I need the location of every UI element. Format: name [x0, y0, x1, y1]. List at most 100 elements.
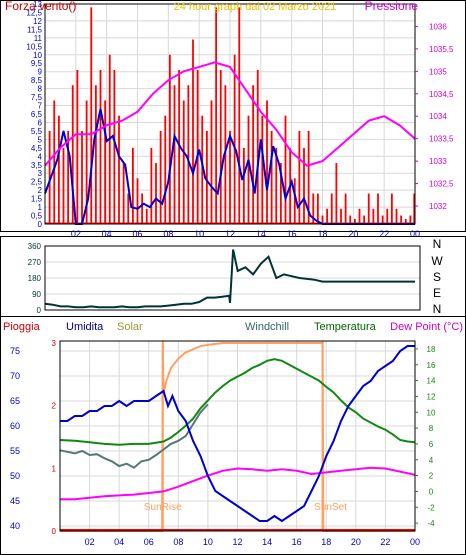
compass-label: E — [433, 286, 441, 300]
legend-rain: Pioggia — [3, 321, 41, 333]
time-tick-label: 12 — [225, 229, 235, 239]
gust-bar — [131, 147, 134, 224]
gust-bar — [344, 193, 347, 224]
gust-bar — [266, 100, 268, 224]
wind-speed-tick-label: 8,5 — [31, 76, 43, 85]
wind-speed-tick-label: 0 — [38, 220, 43, 229]
chart-title: 24 hour graph dal 02 Marzo 2021 — [174, 1, 337, 13]
gust-bar — [293, 178, 296, 224]
wind-speed-axis-label: Forza vento() — [5, 0, 76, 13]
gust-bar — [155, 163, 157, 224]
gust-bar — [377, 193, 379, 224]
gust-bar — [395, 208, 398, 224]
time-tick-label: 10 — [194, 229, 204, 239]
gust-bar — [316, 193, 319, 224]
humidity-tick-label: 65 — [10, 396, 20, 406]
temperature-tick-label: 16 — [427, 361, 436, 370]
wind-speed-tick-label: 9,5 — [31, 59, 43, 68]
gust-bar — [94, 85, 97, 224]
gust-bar — [353, 218, 356, 224]
humidity-tick-label: 40 — [10, 521, 20, 531]
temperature-tick-label: 12 — [427, 392, 436, 401]
gust-bar — [381, 215, 384, 224]
compass-label: W — [431, 254, 443, 268]
gust-bar — [307, 130, 310, 224]
gust-bar — [284, 115, 287, 224]
wind-speed-tick-label: 1,5 — [31, 195, 43, 204]
degree-tick-label: 180 — [28, 274, 42, 283]
degree-tick-label: 90 — [32, 290, 41, 299]
gust-bar — [224, 85, 227, 224]
degree-tick-label: 360 — [28, 242, 42, 251]
gust-bar — [413, 193, 416, 224]
wind-speed-tick-label: 3,5 — [31, 161, 43, 170]
pressure-tick-label: 1036 — [429, 22, 447, 31]
gust-bar — [136, 178, 139, 224]
time-tick-label-bottom: 16 — [292, 537, 302, 547]
time-tick-label: 14 — [256, 229, 266, 239]
gust-bar — [173, 85, 176, 224]
time-tick-label: 02 — [71, 229, 81, 239]
pressure-tick-label: 1033 — [429, 157, 447, 166]
gust-bar — [145, 208, 148, 224]
wind-speed-tick-label: 8 — [38, 85, 43, 94]
wind-speed-tick-label: 10,5 — [26, 42, 42, 51]
gust-bar — [367, 193, 370, 224]
gust-bar — [168, 54, 171, 225]
wind-speed-tick-label: 7 — [38, 102, 43, 111]
gust-bar — [150, 147, 153, 224]
time-tick-label: 18 — [317, 229, 327, 239]
wind-speed-tick-label: 1 — [38, 203, 43, 212]
humidity-tick-label: 50 — [10, 471, 20, 481]
gust-bar — [76, 70, 79, 224]
time-tick-label-bottom: 10 — [203, 537, 213, 547]
time-tick-label: 20 — [348, 229, 358, 239]
wind-speed-tick-label: 6,5 — [31, 110, 43, 119]
temperature-axis-ticks: -4 -2 0 2 4 6 8 10 12 14 16 18 — [415, 345, 436, 528]
time-tick-label-bottom: 06 — [144, 537, 154, 547]
gust-bar — [242, 147, 245, 224]
gust-bar — [99, 70, 102, 224]
temperature-tick-label: 6 — [429, 440, 434, 449]
degree-tick-label: 0 — [37, 306, 42, 315]
gust-bar — [219, 70, 222, 224]
gust-bar — [330, 193, 333, 224]
pressure-tick-label: 1035 — [429, 67, 447, 76]
gust-bar — [335, 163, 338, 224]
wind-speed-tick-label: 12,5 — [26, 8, 42, 17]
compass-label: N — [433, 302, 442, 316]
degree-tick-label: 270 — [28, 258, 42, 267]
wind-pressure-frame — [0, 0, 466, 232]
gust-bar — [90, 7, 93, 225]
wind-speed-tick-label: 5,5 — [31, 127, 43, 136]
time-tick-label-bottom: 02 — [85, 537, 95, 547]
temperature-tick-label: 10 — [427, 408, 436, 417]
pressure-tick-label: 1033,5 — [429, 135, 454, 144]
time-tick-label-bottom: 14 — [262, 537, 272, 547]
gust-bar — [298, 130, 301, 224]
gust-bar — [122, 163, 125, 224]
pressure-axis-label: Pressione — [365, 0, 419, 13]
wind-speed-tick-label: 4,5 — [31, 144, 43, 153]
wind-speed-tick-label: 0,5 — [31, 212, 43, 221]
time-tick-label-bottom: 08 — [173, 537, 183, 547]
gust-bar — [159, 130, 162, 224]
gust-bar — [372, 208, 375, 224]
wind-speed-tick-label: 6 — [38, 118, 43, 127]
gust-bar — [404, 218, 407, 224]
gust-bar — [303, 147, 305, 224]
gust-bar — [81, 130, 83, 224]
legend-windchill: Windchill — [245, 321, 289, 333]
time-tick-label: 04 — [102, 229, 112, 239]
wind-speed-tick-label: 2,5 — [31, 178, 43, 187]
dew-point-line — [60, 466, 416, 501]
wind-speed-tick-label: 11 — [34, 34, 43, 43]
wind-pressure-plot-border — [44, 3, 416, 225]
pressure-tick-label: 1034,5 — [429, 90, 454, 99]
humidity-axis-ticks: 40 45 50 55 60 65 70 75 — [10, 346, 20, 531]
gust-bar — [201, 115, 204, 224]
pressure-tick-label: 1034 — [429, 112, 447, 121]
gust-bar — [233, 54, 236, 225]
solar-line — [60, 342, 415, 532]
